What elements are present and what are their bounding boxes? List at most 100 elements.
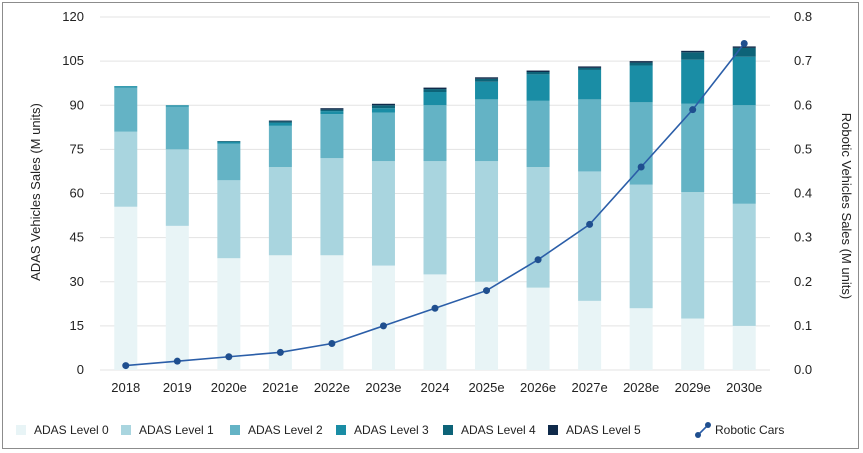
bar-segment-adas-level-1 <box>114 131 138 207</box>
x-tick-label: 2021e <box>262 380 298 395</box>
y2-tick-label: 0.6 <box>794 97 812 112</box>
legend-label: ADAS Level 1 <box>139 423 214 437</box>
bar-segment-adas-level-3 <box>475 81 499 100</box>
y2-tick-label: 0.3 <box>794 230 812 245</box>
bar-segment-adas-level-4 <box>526 72 550 75</box>
bar-segment-adas-level-1 <box>371 161 395 266</box>
bar-segment-adas-level-1 <box>732 203 756 326</box>
bar-segment-adas-level-3 <box>217 142 241 144</box>
bar-segment-adas-level-4 <box>268 121 292 123</box>
y-axis-title-right: Robotic Vehicles Sales (M units) <box>839 113 854 299</box>
bar-segment-adas-level-3 <box>629 65 653 103</box>
y2-tick-label: 0.0 <box>794 362 812 377</box>
bar-segment-adas-level-2 <box>165 106 189 150</box>
bar-segment-adas-level-3 <box>681 59 705 104</box>
bar-segment-adas-level-2 <box>526 100 550 168</box>
x-tick-label: 2024 <box>421 380 450 395</box>
bar-segment-adas-level-0 <box>217 258 241 370</box>
legend-label: ADAS Level 0 <box>34 423 109 437</box>
y2-tick-label: 0.4 <box>794 186 812 201</box>
y-tick-label: 45 <box>70 230 84 245</box>
x-tick-label: 2020e <box>211 380 247 395</box>
bar-segment-adas-level-2 <box>629 102 653 185</box>
legend-swatch <box>121 425 131 435</box>
bar-segment-adas-level-1 <box>681 192 705 319</box>
legend-line-point <box>705 422 711 428</box>
line-point <box>483 287 491 295</box>
bar-segment-adas-level-2 <box>268 125 292 168</box>
x-axis-ticks: 2018 2019 2020e 2021e 2022e 2023e 2024 2025e 202… <box>111 380 762 395</box>
legend-label: ADAS Level 4 <box>461 423 536 437</box>
bar-segment-adas-level-5 <box>681 50 705 53</box>
bar-segment-adas-level-4 <box>578 67 602 70</box>
legend-label: Robotic Cars <box>715 423 784 437</box>
bar-segment-adas-level-5 <box>578 66 602 68</box>
line-point <box>637 163 645 171</box>
legend-swatch <box>548 425 558 435</box>
x-tick-label: 2027e <box>572 380 608 395</box>
bar-segment-adas-level-2 <box>320 114 344 159</box>
bar-segment-adas-level-1 <box>526 167 550 288</box>
line-point <box>328 340 336 348</box>
bar-segment-adas-level-0 <box>578 300 602 370</box>
bar-segment-adas-level-2 <box>423 105 447 162</box>
bar-segment-adas-level-2 <box>217 143 241 181</box>
y2-tick-label: 0.2 <box>794 274 812 289</box>
bar-segment-adas-level-0 <box>526 287 550 370</box>
y-tick-label: 15 <box>70 318 84 333</box>
bar-segment-adas-level-3 <box>268 122 292 126</box>
bar-segment-adas-level-5 <box>320 108 344 110</box>
legend-swatch <box>230 425 240 435</box>
y-tick-label: 0 <box>77 362 84 377</box>
y2-tick-label: 0.5 <box>794 141 812 156</box>
x-tick-label: 2030e <box>726 380 762 395</box>
bar-segment-adas-level-1 <box>320 158 344 256</box>
legend-line-point <box>695 432 701 438</box>
x-tick-label: 2026e <box>520 380 556 395</box>
bar-segment-adas-level-2 <box>732 105 756 204</box>
bar-segment-adas-level-4 <box>732 47 756 57</box>
line-point <box>379 322 387 330</box>
bar-segment-adas-level-1 <box>217 180 241 259</box>
bar-segment-adas-level-1 <box>578 171 602 301</box>
right-axis-ticks: 0.0 0.1 0.2 0.3 0.4 0.5 0.6 0.7 0.8 <box>794 9 812 377</box>
bar-segment-adas-level-0 <box>732 325 756 370</box>
bar-segment-adas-level-0 <box>681 318 705 370</box>
bar-segment-adas-level-3 <box>371 108 395 113</box>
line-point <box>586 220 594 228</box>
bar-segment-adas-level-4 <box>681 52 705 60</box>
bar-segment-adas-level-5 <box>732 46 756 48</box>
bar-segment-adas-level-3 <box>526 74 550 101</box>
y-tick-label: 75 <box>70 141 84 156</box>
bar-segment-adas-level-4 <box>629 62 653 66</box>
line-point <box>122 362 130 370</box>
y-axis-title-left: ADAS Vehicles Sales (M units) <box>28 103 43 281</box>
bar-segment-adas-level-0 <box>268 255 292 370</box>
bar-segment-adas-level-1 <box>268 167 292 256</box>
bar-segment-adas-level-5 <box>268 120 292 122</box>
legend-swatch <box>16 425 26 435</box>
bar-segment-adas-level-4 <box>423 89 447 93</box>
line-point <box>740 39 748 47</box>
bar-segment-adas-level-5 <box>526 70 550 73</box>
bar-segment-adas-level-3 <box>423 92 447 106</box>
line-point <box>225 353 233 361</box>
bar-segment-adas-level-3 <box>578 69 602 100</box>
bar-segment-adas-level-3 <box>732 56 756 106</box>
bar-segment-adas-level-3 <box>320 111 344 115</box>
bar-segment-adas-level-5 <box>423 87 447 90</box>
x-tick-label: 2023e <box>365 380 401 395</box>
legend-label: ADAS Level 2 <box>248 423 323 437</box>
x-tick-label: 2025e <box>468 380 504 395</box>
legend-swatch <box>336 425 346 435</box>
bar-segment-adas-level-5 <box>629 61 653 63</box>
legend-label: ADAS Level 5 <box>566 423 641 437</box>
legend-swatch <box>443 425 453 435</box>
y-tick-label: 105 <box>62 53 84 68</box>
bar-stacks <box>114 46 756 370</box>
bar-segment-adas-level-3 <box>165 105 189 107</box>
bar-segment-adas-level-2 <box>681 103 705 193</box>
bar-segment-adas-level-0 <box>114 206 138 370</box>
bar-segment-adas-level-0 <box>320 255 344 370</box>
